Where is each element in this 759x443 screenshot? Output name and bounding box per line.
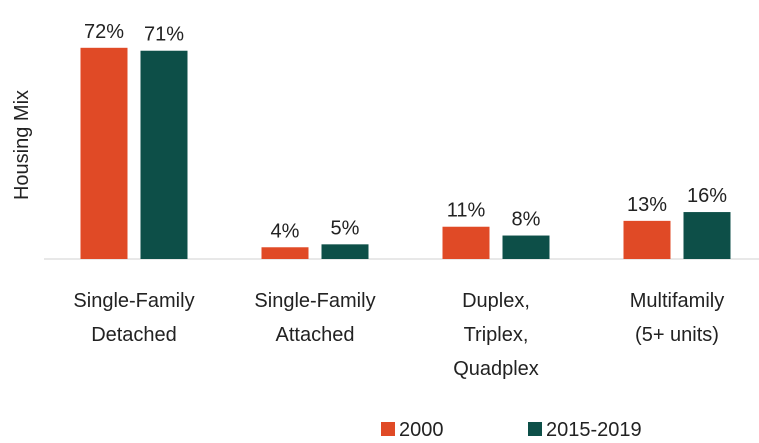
bar xyxy=(80,47,128,259)
bar xyxy=(502,235,550,259)
bar xyxy=(683,212,731,259)
bar xyxy=(321,244,369,259)
data-label: 71% xyxy=(144,24,184,46)
x-tick-label: Multifamily (5+ units) xyxy=(629,290,725,346)
x-tick-label: Duplex, Triplex, Quadplex xyxy=(453,290,539,380)
data-label: 72% xyxy=(84,21,124,43)
bar xyxy=(442,226,490,259)
data-label: 16% xyxy=(687,185,727,207)
data-label: 5% xyxy=(331,217,360,239)
data-label: 11% xyxy=(447,200,486,222)
bar xyxy=(140,50,188,259)
y-axis-title: Housing Mix xyxy=(11,90,33,200)
data-label: 13% xyxy=(627,194,667,216)
legend-swatch xyxy=(528,422,542,436)
x-tick-label: Single-Family Detached xyxy=(73,290,195,346)
bar xyxy=(623,220,671,259)
data-label: 4% xyxy=(271,220,300,242)
bar xyxy=(261,247,309,259)
legend-label: 2015-2019 xyxy=(546,419,642,441)
data-label: 8% xyxy=(512,209,541,231)
x-tick-label: Single-Family Attached xyxy=(254,290,376,346)
legend-label: 2000 xyxy=(399,419,444,441)
legend-swatch xyxy=(381,422,395,436)
